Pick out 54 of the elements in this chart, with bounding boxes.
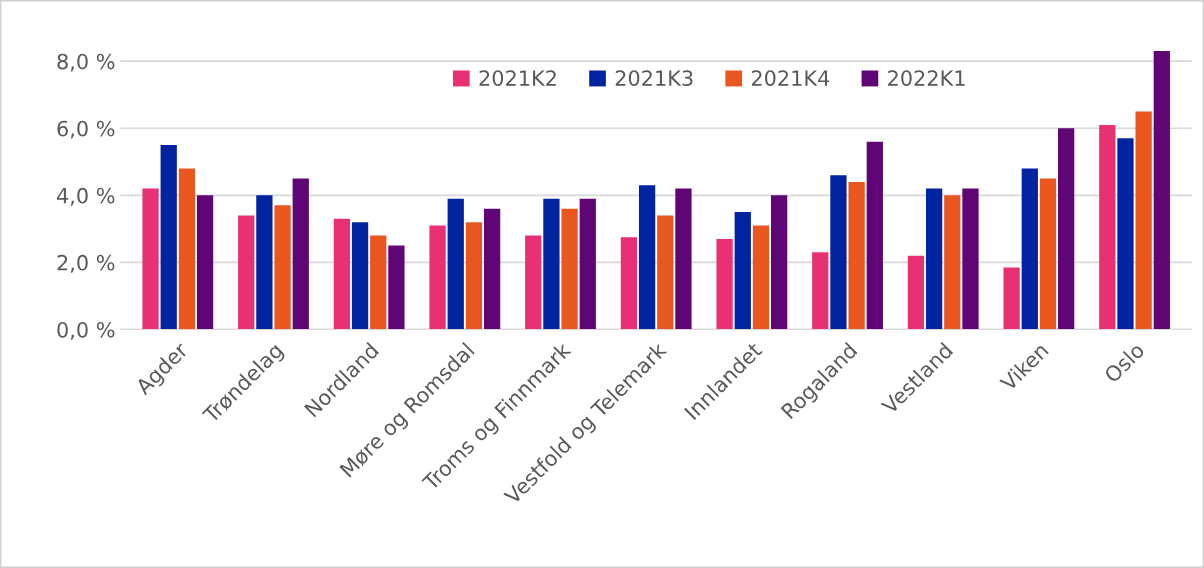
bar (160, 145, 177, 330)
bar (465, 222, 483, 330)
bar (1003, 267, 1020, 330)
bar (483, 208, 501, 330)
y-tick-label: 6,0 % (57, 120, 115, 139)
bar (429, 225, 446, 330)
bar (1135, 111, 1152, 330)
legend-label: 2021K2 (479, 70, 556, 86)
bar (196, 195, 214, 330)
bar (925, 188, 943, 330)
bar (848, 181, 865, 330)
bar (1058, 128, 1075, 330)
bar (238, 215, 255, 330)
bar (292, 178, 309, 330)
bar (638, 185, 656, 330)
bar (866, 141, 883, 330)
bar (370, 235, 387, 330)
bar (944, 195, 961, 330)
bar (579, 198, 596, 330)
bar (525, 235, 542, 330)
y-tick-label: 0,0 % (57, 321, 115, 340)
bar (675, 188, 692, 330)
bar (351, 222, 369, 330)
bar (1021, 168, 1038, 330)
bar (178, 168, 196, 330)
bar (1117, 138, 1134, 330)
bar (770, 195, 788, 330)
bar (716, 238, 733, 330)
legend-label: 2021K3 (615, 70, 693, 86)
y-tick-label: 4,0 % (57, 187, 115, 206)
bar (1153, 51, 1170, 330)
legend-label: 2021K4 (751, 70, 830, 86)
bar (657, 215, 674, 330)
legend-label: 2022K1 (888, 70, 965, 86)
bar (388, 245, 405, 330)
bar (561, 208, 578, 330)
bar (812, 252, 829, 330)
bar (907, 255, 925, 330)
bar (830, 175, 847, 330)
bar (962, 188, 979, 330)
bar (543, 198, 560, 330)
bar (734, 212, 751, 330)
bar (274, 205, 291, 330)
bar (333, 218, 351, 330)
y-tick-label: 2,0 % (57, 254, 115, 273)
bar (142, 188, 159, 330)
bar (752, 225, 770, 330)
bar (620, 237, 638, 330)
bar (447, 198, 464, 330)
bar (1099, 124, 1116, 330)
bar (1039, 178, 1057, 330)
bar (256, 195, 273, 330)
y-tick-label: 8,0 % (57, 53, 115, 72)
x-tick-label: Oslo (1103, 341, 1146, 384)
